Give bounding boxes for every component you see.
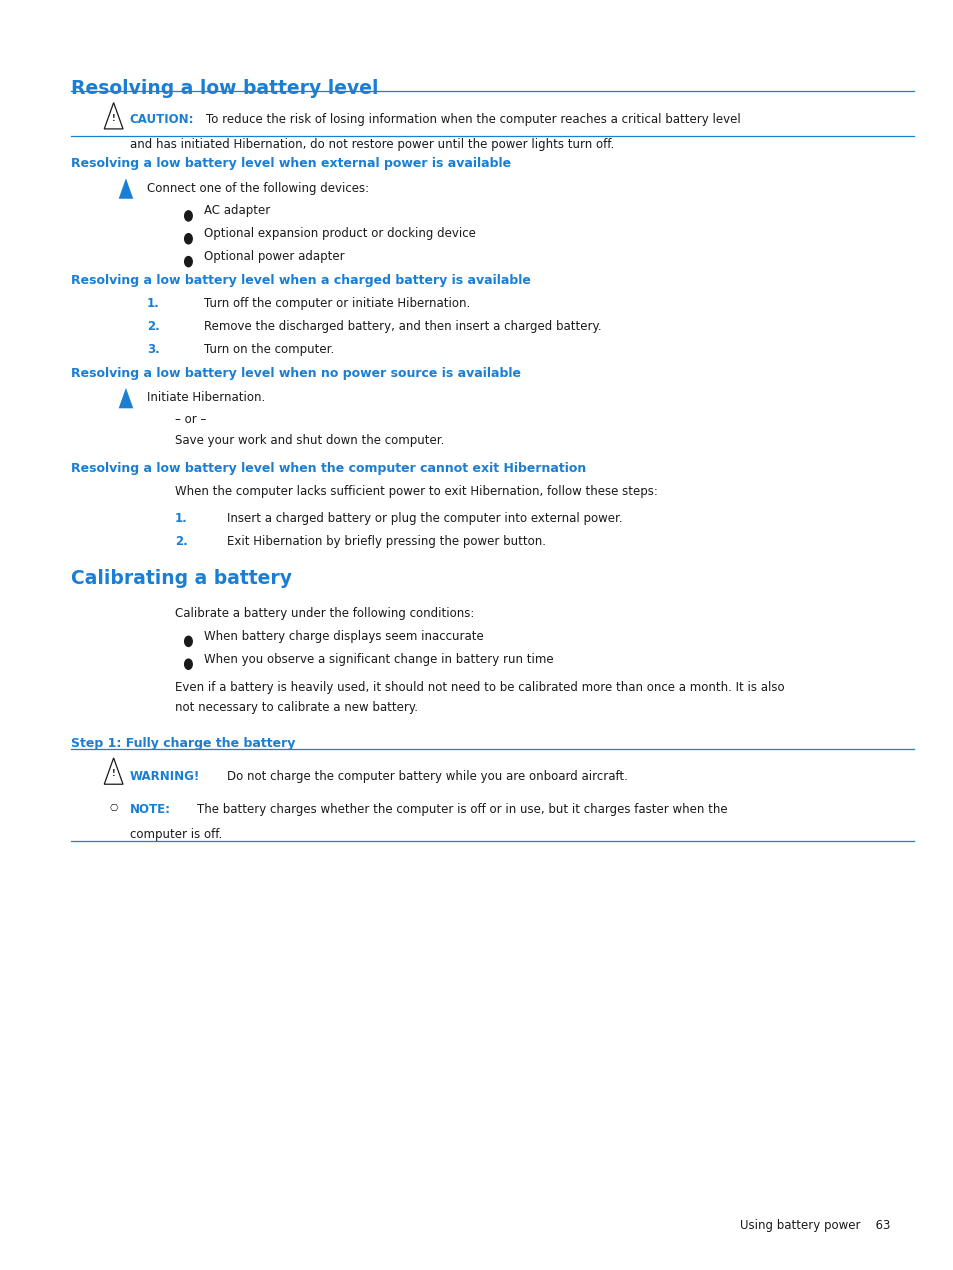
Text: Remove the discharged battery, and then insert a charged battery.: Remove the discharged battery, and then …: [203, 320, 600, 333]
Text: When battery charge displays seem inaccurate: When battery charge displays seem inaccu…: [203, 630, 483, 643]
Circle shape: [185, 257, 192, 267]
Text: Calibrate a battery under the following conditions:: Calibrate a battery under the following …: [175, 607, 474, 620]
Polygon shape: [118, 178, 133, 198]
Text: 1.: 1.: [175, 512, 188, 525]
Text: Resolving a low battery level when external power is available: Resolving a low battery level when exter…: [71, 157, 511, 170]
Text: Connect one of the following devices:: Connect one of the following devices:: [147, 182, 369, 194]
Text: ⎔: ⎔: [110, 803, 118, 813]
Circle shape: [185, 211, 192, 221]
Text: Step 1: Fully charge the battery: Step 1: Fully charge the battery: [71, 737, 295, 749]
Circle shape: [185, 234, 192, 244]
Text: To reduce the risk of losing information when the computer reaches a critical ba: To reduce the risk of losing information…: [206, 113, 740, 126]
Text: !: !: [112, 114, 115, 123]
Text: When you observe a significant change in battery run time: When you observe a significant change in…: [203, 653, 553, 665]
Text: NOTE:: NOTE:: [130, 803, 171, 815]
Circle shape: [185, 636, 192, 646]
Text: and has initiated Hibernation, do not restore power until the power lights turn : and has initiated Hibernation, do not re…: [130, 138, 614, 151]
Text: Optional power adapter: Optional power adapter: [203, 250, 344, 263]
Text: Optional expansion product or docking device: Optional expansion product or docking de…: [203, 227, 475, 240]
Text: The battery charges whether the computer is off or in use, but it charges faster: The battery charges whether the computer…: [196, 803, 727, 815]
Text: 2.: 2.: [147, 320, 159, 333]
Text: !: !: [112, 770, 115, 779]
Text: Initiate Hibernation.: Initiate Hibernation.: [147, 391, 265, 404]
Text: Even if a battery is heavily used, it should not need to be calibrated more than: Even if a battery is heavily used, it sh…: [175, 681, 784, 693]
Text: Using battery power    63: Using battery power 63: [739, 1219, 889, 1232]
Text: Resolving a low battery level when a charged battery is available: Resolving a low battery level when a cha…: [71, 274, 530, 287]
Text: 1.: 1.: [147, 297, 159, 310]
Text: AC adapter: AC adapter: [203, 204, 270, 217]
Polygon shape: [118, 387, 133, 409]
Text: Do not charge the computer battery while you are onboard aircraft.: Do not charge the computer battery while…: [227, 770, 627, 782]
Text: Resolving a low battery level when the computer cannot exit Hibernation: Resolving a low battery level when the c…: [71, 462, 586, 475]
Text: 2.: 2.: [175, 535, 188, 547]
Text: – or –: – or –: [175, 413, 207, 425]
Circle shape: [185, 659, 192, 669]
Text: Resolving a low battery level when no power source is available: Resolving a low battery level when no po…: [71, 367, 520, 380]
Text: Resolving a low battery level: Resolving a low battery level: [71, 79, 378, 98]
Text: computer is off.: computer is off.: [130, 828, 222, 841]
Text: not necessary to calibrate a new battery.: not necessary to calibrate a new battery…: [175, 701, 417, 714]
Text: WARNING!: WARNING!: [130, 770, 200, 782]
Text: Turn off the computer or initiate Hibernation.: Turn off the computer or initiate Hibern…: [203, 297, 469, 310]
Text: Insert a charged battery or plug the computer into external power.: Insert a charged battery or plug the com…: [227, 512, 622, 525]
Text: Save your work and shut down the computer.: Save your work and shut down the compute…: [175, 434, 444, 447]
Text: 3.: 3.: [147, 343, 159, 356]
Text: Exit Hibernation by briefly pressing the power button.: Exit Hibernation by briefly pressing the…: [227, 535, 546, 547]
Text: Calibrating a battery: Calibrating a battery: [71, 569, 292, 588]
Text: Turn on the computer.: Turn on the computer.: [203, 343, 334, 356]
Text: CAUTION:: CAUTION:: [130, 113, 194, 126]
Text: When the computer lacks sufficient power to exit Hibernation, follow these steps: When the computer lacks sufficient power…: [175, 485, 658, 498]
